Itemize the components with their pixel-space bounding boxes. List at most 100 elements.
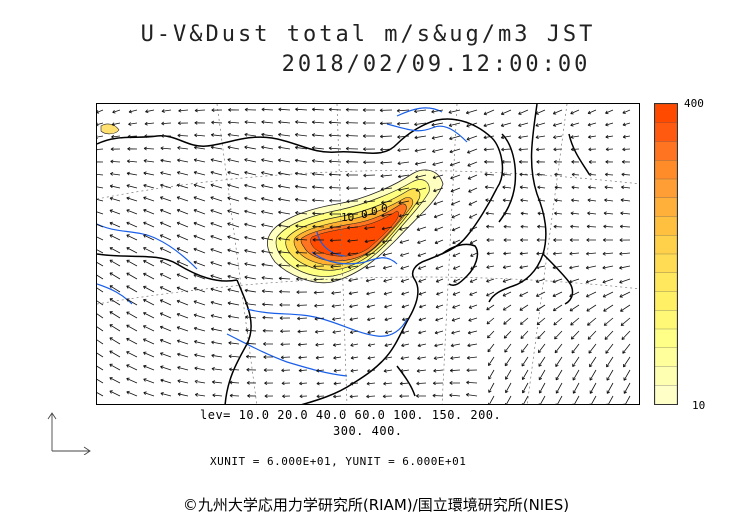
wind-arrow <box>435 265 444 270</box>
wind-arrow <box>468 317 478 322</box>
wind-arrow <box>519 291 529 297</box>
wind-arrow <box>159 273 172 280</box>
wind-arrow <box>384 343 393 347</box>
wind-arrow <box>365 278 376 283</box>
wind-arrow <box>553 224 563 229</box>
wind-arrow <box>382 252 393 257</box>
wind-arrow <box>619 278 631 284</box>
wind-arrow <box>126 337 138 345</box>
wind-arrow <box>621 159 631 164</box>
wind-arrow <box>228 327 240 332</box>
wind-arrow <box>400 356 410 360</box>
map-canvas: 10 0 0 0 <box>97 104 639 404</box>
wind-arrow <box>330 264 342 269</box>
wind-arrow <box>572 356 580 368</box>
wind-arrow <box>160 158 172 163</box>
wind-arrow <box>553 317 563 326</box>
wind-arrow <box>572 382 580 394</box>
wind-arrow <box>109 221 121 228</box>
wind-arrow <box>586 238 596 242</box>
wind-arrow <box>416 226 427 232</box>
wind-arrow <box>347 265 359 270</box>
wind-arrow <box>126 171 138 176</box>
wind-arrow <box>451 213 461 219</box>
wind-arrow <box>399 394 410 399</box>
wind-arrow <box>519 278 529 283</box>
wind-arrow <box>602 278 614 284</box>
dust-map: 10 0 0 0 <box>96 103 640 405</box>
wind-arrow <box>346 173 359 177</box>
wind-arrow <box>227 120 240 125</box>
wind-arrow <box>521 395 529 404</box>
wind-arrow <box>127 134 138 139</box>
wind-arrow <box>109 324 121 332</box>
wind-arrow <box>468 213 478 219</box>
wind-arrow <box>503 238 511 242</box>
wind-arrow <box>194 340 206 345</box>
wind-arrow <box>143 247 155 254</box>
wind-arrow <box>535 109 546 115</box>
wind-arrow <box>348 278 359 283</box>
wind-arrow <box>210 183 223 189</box>
wind-arrow <box>588 147 597 152</box>
wind-arrow <box>331 291 342 295</box>
colorbar-cell <box>654 216 678 236</box>
wind-arrow <box>366 394 376 399</box>
wind-arrow <box>143 378 155 384</box>
wind-arrow <box>194 108 206 113</box>
wind-arrow <box>229 380 240 385</box>
wind-arrow <box>159 338 172 345</box>
wind-arrow <box>452 304 461 309</box>
wind-arrow <box>450 200 461 206</box>
wind-arrow <box>416 381 427 386</box>
wind-arrow <box>485 211 495 216</box>
wind-arrow <box>193 300 206 306</box>
wind-arrow <box>571 198 580 203</box>
wind-arrow <box>193 208 206 215</box>
wind-arrow <box>488 395 495 404</box>
wind-arrow <box>587 198 597 203</box>
wind-arrow <box>554 343 563 354</box>
wind-arrow <box>228 107 240 112</box>
wind-arrow <box>314 329 325 334</box>
wind-arrow <box>400 278 410 283</box>
wind-arrow <box>503 317 512 325</box>
wind-arrow <box>502 304 512 311</box>
wind-arrow <box>212 393 223 398</box>
wind-arrow <box>193 234 206 241</box>
wind-arrow <box>244 262 257 267</box>
wind-arrow <box>621 185 631 190</box>
wind-arrow <box>263 355 273 359</box>
wind-arrow <box>603 211 614 216</box>
wind-arrow <box>277 158 291 163</box>
wind-arrow <box>400 265 410 270</box>
wind-arrow <box>500 109 512 116</box>
colorbar-cell <box>654 122 678 143</box>
wind-arrow <box>620 304 631 312</box>
wind-arrow <box>363 173 376 178</box>
wind-arrow <box>415 394 427 398</box>
wind-arrow <box>314 303 325 308</box>
chart-title: U-V&Dust total m/s&ug/m3 JST <box>140 22 596 47</box>
wind-arrow <box>160 392 172 397</box>
wind-arrow <box>380 174 393 178</box>
wind-arrow <box>278 223 291 228</box>
wind-arrow <box>401 343 410 348</box>
wind-arrow <box>143 196 155 202</box>
vector-unit-label: XUNIT = 6.000E+01, YUNIT = 6.000E+01 <box>210 455 467 468</box>
wind-arrow <box>176 221 189 228</box>
wind-arrow <box>569 238 579 242</box>
wind-arrow <box>142 338 155 345</box>
wind-arrow <box>263 342 274 346</box>
wind-arrow <box>521 356 529 367</box>
wind-arrow <box>536 159 546 164</box>
wind-arrow <box>143 146 155 151</box>
wind-arrow <box>177 392 189 397</box>
wind-arrow <box>432 148 444 153</box>
wind-arrow <box>622 343 631 354</box>
wind-arrow <box>261 289 274 294</box>
wind-arrow <box>311 172 325 176</box>
wind-arrow <box>604 185 614 190</box>
wind-arrow <box>281 381 291 386</box>
wind-arrow <box>570 211 580 216</box>
